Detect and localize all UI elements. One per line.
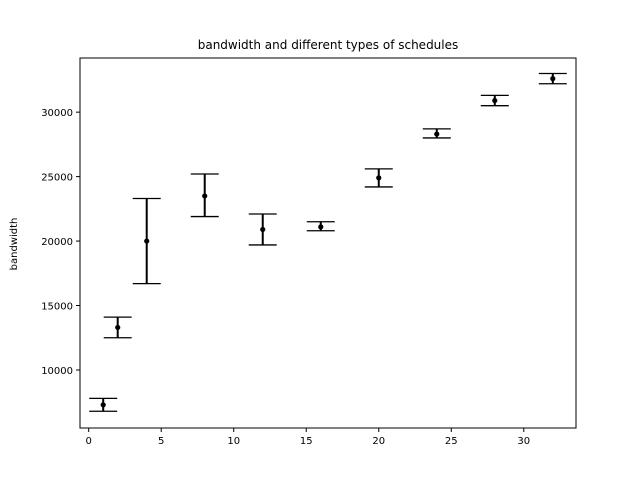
- x-tick-label: 20: [372, 436, 385, 447]
- plot-frame: [79, 57, 577, 429]
- y-tick-label: 15000: [41, 302, 73, 313]
- x-tick-label: 25: [445, 436, 458, 447]
- y-tick-label: 30000: [41, 108, 73, 119]
- chart-title: bandwidth and different types of schedul…: [198, 38, 459, 52]
- data-point: [318, 224, 324, 230]
- x-tick-label: 5: [158, 436, 164, 447]
- data-point: [100, 402, 106, 408]
- x-tick-label: 10: [227, 436, 240, 447]
- data-point: [434, 131, 440, 137]
- y-tick-label: 10000: [41, 366, 73, 377]
- data-point: [492, 97, 498, 104]
- data-point: [550, 76, 556, 82]
- y-axis-label: bandwidth: [9, 218, 20, 271]
- data-point: [376, 175, 382, 181]
- y-tick-label: 20000: [41, 237, 73, 248]
- x-tick-label: 30: [517, 436, 530, 447]
- data-point: [144, 238, 150, 244]
- x-tick-label: 15: [300, 436, 313, 447]
- plot-area: 0 5 10 15 20 25 30 10000 15000 20000 25000 30000: [41, 72, 567, 447]
- x-tick-label: 0: [86, 436, 92, 447]
- data-point: [260, 226, 266, 233]
- data-point: [115, 324, 121, 331]
- data-point: [202, 193, 208, 199]
- y-tick-label: 25000: [41, 173, 73, 184]
